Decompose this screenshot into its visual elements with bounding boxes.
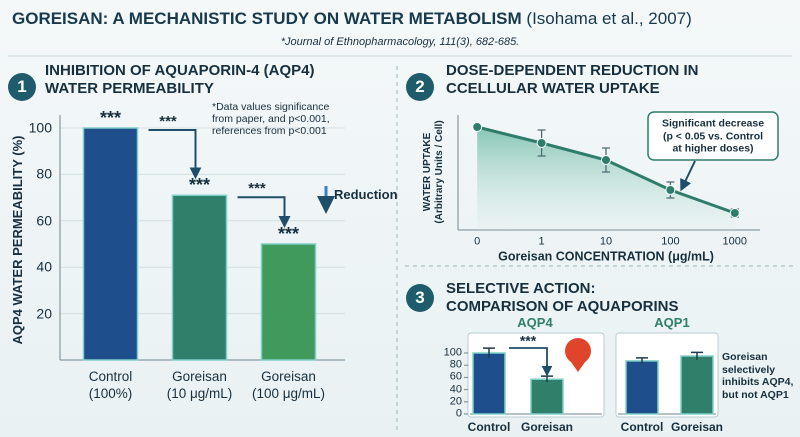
- y-tick-label: 20: [36, 305, 52, 322]
- x-tick-label: Goreisan (10 μg/mL): [166, 369, 233, 401]
- y-tick-label: 40: [449, 383, 462, 395]
- bar: [625, 360, 659, 415]
- annotation-box: [647, 111, 779, 161]
- bar: [171, 194, 228, 361]
- title-line: GOREISAN: A MECHANISTIC STUDY ON WATER M…: [12, 9, 692, 29]
- point: [729, 208, 740, 218]
- y-tick-label: 20: [449, 395, 462, 408]
- x-tick-label: 1: [538, 235, 545, 248]
- comparison-label: ***: [159, 113, 177, 130]
- subchart-title: AQP1: [654, 315, 690, 331]
- panel-title: DOSE-DEPENDENT REDUCTION IN CCELLULAR WA…: [446, 62, 699, 97]
- bar: [680, 355, 714, 415]
- point: [536, 138, 547, 148]
- annotation-arrow: [680, 160, 696, 192]
- panel-badge: [406, 284, 434, 312]
- subchart-title: AQP4: [517, 315, 553, 331]
- error-bar: [483, 347, 495, 358]
- panel-number: 2: [415, 76, 425, 96]
- citation: (Isohama et al., 2007): [526, 9, 692, 28]
- note: Goreisan selectively inhibits AQP4, but …: [722, 351, 794, 401]
- annotation: Reduction: [334, 187, 398, 203]
- note: *Data values significance from paper, an…: [212, 101, 330, 137]
- bar: [260, 243, 317, 361]
- title: GOREISAN: A MECHANISTIC STUDY ON WATER M…: [12, 9, 522, 28]
- bar: [82, 127, 139, 361]
- x-tick-label: Control: [620, 419, 664, 434]
- x-tick-label: Goreisan (100 μg/mL): [251, 369, 326, 401]
- y-tick-label: 60: [36, 212, 52, 229]
- x-tick-label: 10: [599, 235, 613, 248]
- y-tick-label: 80: [449, 358, 462, 371]
- point: [665, 185, 676, 195]
- x-tick-label: Control: [467, 419, 511, 434]
- panel-badge: [8, 73, 36, 101]
- point: [601, 155, 611, 165]
- y-tick-label: 60: [449, 370, 462, 383]
- x-tick-label: 100: [661, 235, 680, 248]
- y-tick-label: 100: [28, 119, 52, 136]
- y-tick-label: 80: [36, 165, 52, 182]
- point: [472, 122, 483, 132]
- y-tick-label: 0: [455, 407, 462, 420]
- panel-number: 3: [415, 287, 425, 307]
- y-axis-title: WATER UPTAKE (Arbitrary Units / Cell): [422, 120, 445, 224]
- alert-arrow: [571, 362, 585, 372]
- annotation: Significant decrease (p < 0.05 vs. Contr…: [661, 117, 765, 155]
- panel-title: INHIBITION OF AQUAPORIN-4 (AQP4) WATER P…: [45, 62, 315, 97]
- significance-label: ***: [519, 332, 537, 349]
- error-bar: [691, 351, 703, 360]
- comparison-arrow: [509, 347, 553, 377]
- x-tick-label: 0: [474, 235, 481, 248]
- comparison-label: ***: [248, 180, 266, 198]
- comparison-arrow: [148, 129, 202, 180]
- significance-label: ***: [277, 224, 300, 245]
- x-tick-label: 1000: [722, 235, 748, 248]
- comparison-arrow: [237, 196, 291, 228]
- x-axis-title: Goreisan CONCENTRATION (μg/mL): [498, 249, 714, 264]
- panel-title: SELECTIVE ACTION: COMPARISON OF AQUAPORI…: [446, 280, 679, 315]
- bar: [530, 378, 564, 415]
- panel-badge: [406, 73, 434, 101]
- bar: [472, 352, 506, 415]
- x-tick-label: Goreisan: [670, 419, 724, 434]
- significance-label: ***: [99, 108, 122, 129]
- error-bar: [636, 357, 648, 364]
- y-tick-label: 100: [443, 346, 462, 359]
- x-tick-label: Goreisan: [520, 419, 574, 434]
- significance-label: ***: [188, 175, 211, 196]
- panel-number: 1: [17, 76, 27, 96]
- x-tick-label: Control (100%): [88, 369, 133, 401]
- y-tick-label: 40: [36, 258, 52, 275]
- source: *Journal of Ethnopharmacology, 111(3), 6…: [280, 36, 520, 48]
- alert-icon: [565, 338, 591, 364]
- y-axis-title: AQP4 WATER PERMEABILITY (%): [10, 135, 26, 345]
